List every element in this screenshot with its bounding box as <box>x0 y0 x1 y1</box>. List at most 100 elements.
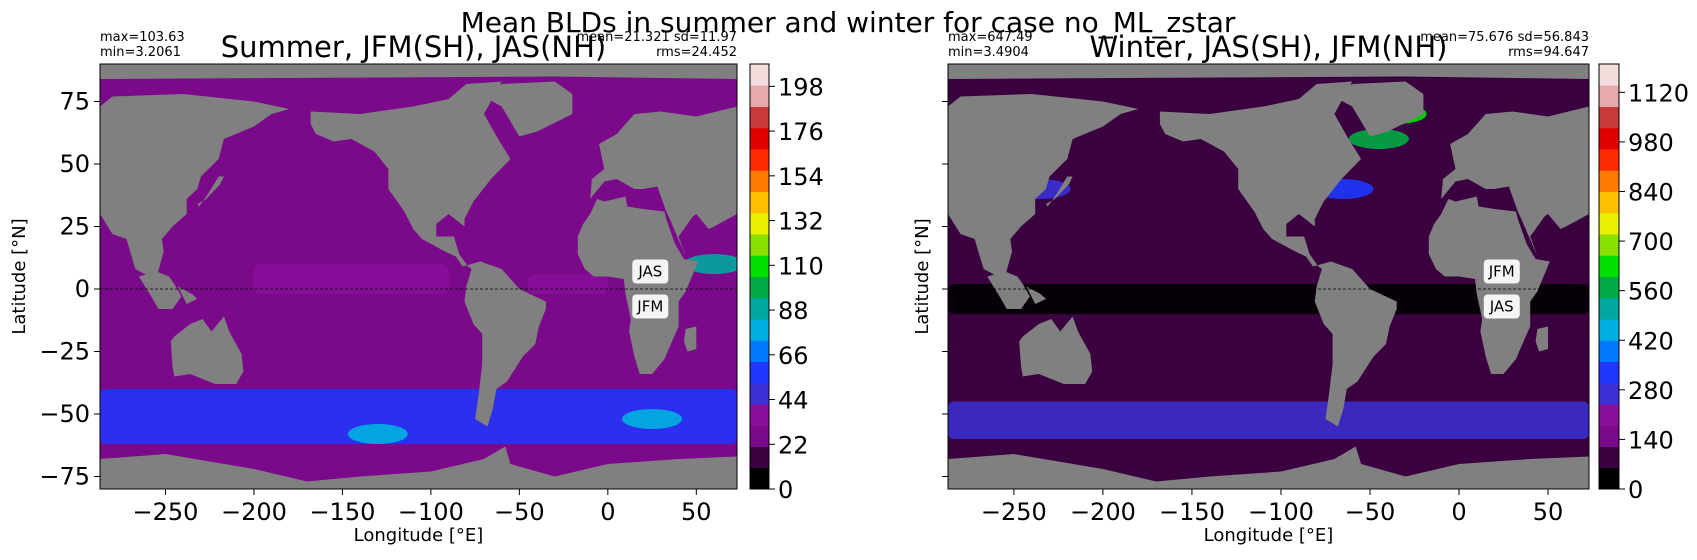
stat-mean-sd: mean=75.676 sd=56.843 <box>1420 30 1589 45</box>
land-mass <box>1428 196 1550 374</box>
land-mass <box>1329 81 1424 137</box>
x-tick-label: −200 <box>1070 498 1136 526</box>
x-tick-label: 50 <box>681 498 712 526</box>
x-tick-label: −50 <box>494 498 545 526</box>
x-tick-label: 50 <box>1533 498 1564 526</box>
colorbar-segment <box>750 212 769 235</box>
y-tick-label: 25 <box>59 213 90 241</box>
season-label-box <box>632 259 669 284</box>
colorbar-tick-label: 198 <box>778 73 824 101</box>
colorbar-segment <box>1599 64 1619 86</box>
land-mass <box>100 446 737 489</box>
colorbar-tick-label: 700 <box>1628 228 1674 256</box>
x-tick-label: −50 <box>1345 498 1396 526</box>
colorbar-segment <box>750 297 769 320</box>
season-label-box <box>1483 259 1520 284</box>
colorbar-tick-label: 132 <box>778 208 824 236</box>
x-axis-label: Longitude [°E] <box>354 525 484 546</box>
land-mass <box>478 81 573 137</box>
x-tick-label: −200 <box>221 498 287 526</box>
colorbar-segment <box>750 467 769 490</box>
colorbar-segment <box>750 361 769 384</box>
land-mass <box>577 196 699 374</box>
colorbar-segment <box>1599 170 1619 192</box>
colorbar-segment <box>750 446 769 469</box>
x-tick-label: 0 <box>1451 498 1466 526</box>
land-mass <box>590 106 737 257</box>
land-mass <box>177 286 198 304</box>
land-mass <box>1019 316 1093 384</box>
land-mass <box>310 81 546 427</box>
colorbar-segment <box>750 404 769 426</box>
season-label-box <box>1483 294 1520 319</box>
panel-title: Summer, JFM(SH), JAS(NH) <box>221 30 606 64</box>
colorbar-tick-label: 176 <box>778 118 824 146</box>
land-mass <box>100 64 737 79</box>
southern-ocean-band <box>948 401 1589 439</box>
x-tick-label: −100 <box>1248 498 1314 526</box>
colorbar-segment <box>1599 191 1619 214</box>
land-mass <box>1026 286 1046 304</box>
colorbar-segment <box>750 255 769 277</box>
colorbar-tick-label: 110 <box>778 252 824 280</box>
colorbar-segment <box>1599 276 1619 299</box>
land-mass <box>197 176 224 207</box>
stat-max: max=647.49 <box>948 30 1033 45</box>
colorbar-tick-label: 420 <box>1628 327 1674 355</box>
y-tick-label: 0 <box>75 275 90 303</box>
southern-ocean-hotspot <box>347 424 408 444</box>
colorbar-tick-label: 840 <box>1628 179 1674 207</box>
x-tick-label: −250 <box>981 498 1047 526</box>
stat-rms: rms=94.647 <box>1508 45 1589 60</box>
stat-min: min=3.2061 <box>100 45 181 60</box>
colorbar-segment <box>1599 382 1619 405</box>
colorbar-segment <box>750 106 769 129</box>
x-tick-label: −100 <box>398 498 464 526</box>
land-mass <box>948 446 1589 489</box>
land-mass <box>100 94 290 284</box>
colorbar-segment <box>1599 106 1619 129</box>
y-axis-label: Latitude [°N] <box>912 218 933 334</box>
colorbar-tick-label: 1120 <box>1628 79 1689 107</box>
map-area <box>948 64 1589 489</box>
colorbar-segment <box>750 234 769 256</box>
land-mass <box>1535 326 1548 352</box>
colorbar: 0 140 280 420 560 700 840 980 1120 <box>1598 63 1689 504</box>
colorbar-segment <box>750 319 769 341</box>
colorbar-segment <box>1599 212 1619 235</box>
colorbar-segment <box>1599 85 1619 107</box>
equatorial-atlantic-band <box>528 274 608 294</box>
y-tick-label: 75 <box>59 88 90 116</box>
colorbar-tick-label: 0 <box>1628 476 1643 504</box>
land-mass <box>170 316 244 384</box>
season-label: JFM <box>636 298 663 316</box>
colorbar-segment <box>750 170 769 192</box>
colorbar-segment <box>750 191 769 214</box>
land-mass <box>138 271 182 309</box>
colorbar-segment <box>750 276 769 299</box>
stat-max: max=103.63 <box>100 30 185 45</box>
colorbar-tick-label: 140 <box>1628 426 1674 454</box>
land-mass <box>1159 81 1397 427</box>
panel-title: Winter, JAS(SH), JFM(NH) <box>1090 30 1448 64</box>
y-tick-label: −25 <box>39 338 90 366</box>
colorbar-tick-label: 560 <box>1628 278 1674 306</box>
colorbar-frame <box>1598 63 1620 490</box>
equatorial-pacific-band <box>253 264 449 294</box>
land-mass <box>1045 176 1073 207</box>
x-axis-label: Longitude [°E] <box>1204 525 1334 546</box>
colorbar-segment <box>1599 425 1619 447</box>
colorbar-tick-label: 66 <box>778 342 809 370</box>
colorbar-segment <box>750 340 769 362</box>
y-tick-label: 50 <box>59 150 90 178</box>
x-tick-label: −150 <box>1159 498 1225 526</box>
x-tick-label: −250 <box>133 498 199 526</box>
season-label: JAS <box>637 263 662 281</box>
y-axis-label: Latitude [°N] <box>9 218 30 334</box>
colorbar-segment <box>1599 404 1619 426</box>
colorbar: 0 22 44 66 88 110 132 154 176 198 <box>749 63 824 504</box>
colorbar-tick-label: 280 <box>1628 377 1674 405</box>
season-label: JFM <box>1488 263 1515 281</box>
panel-winter: JFM JAS −250 −200 −150 −100 −50 0 50 Longitude [°… <box>912 30 1689 546</box>
